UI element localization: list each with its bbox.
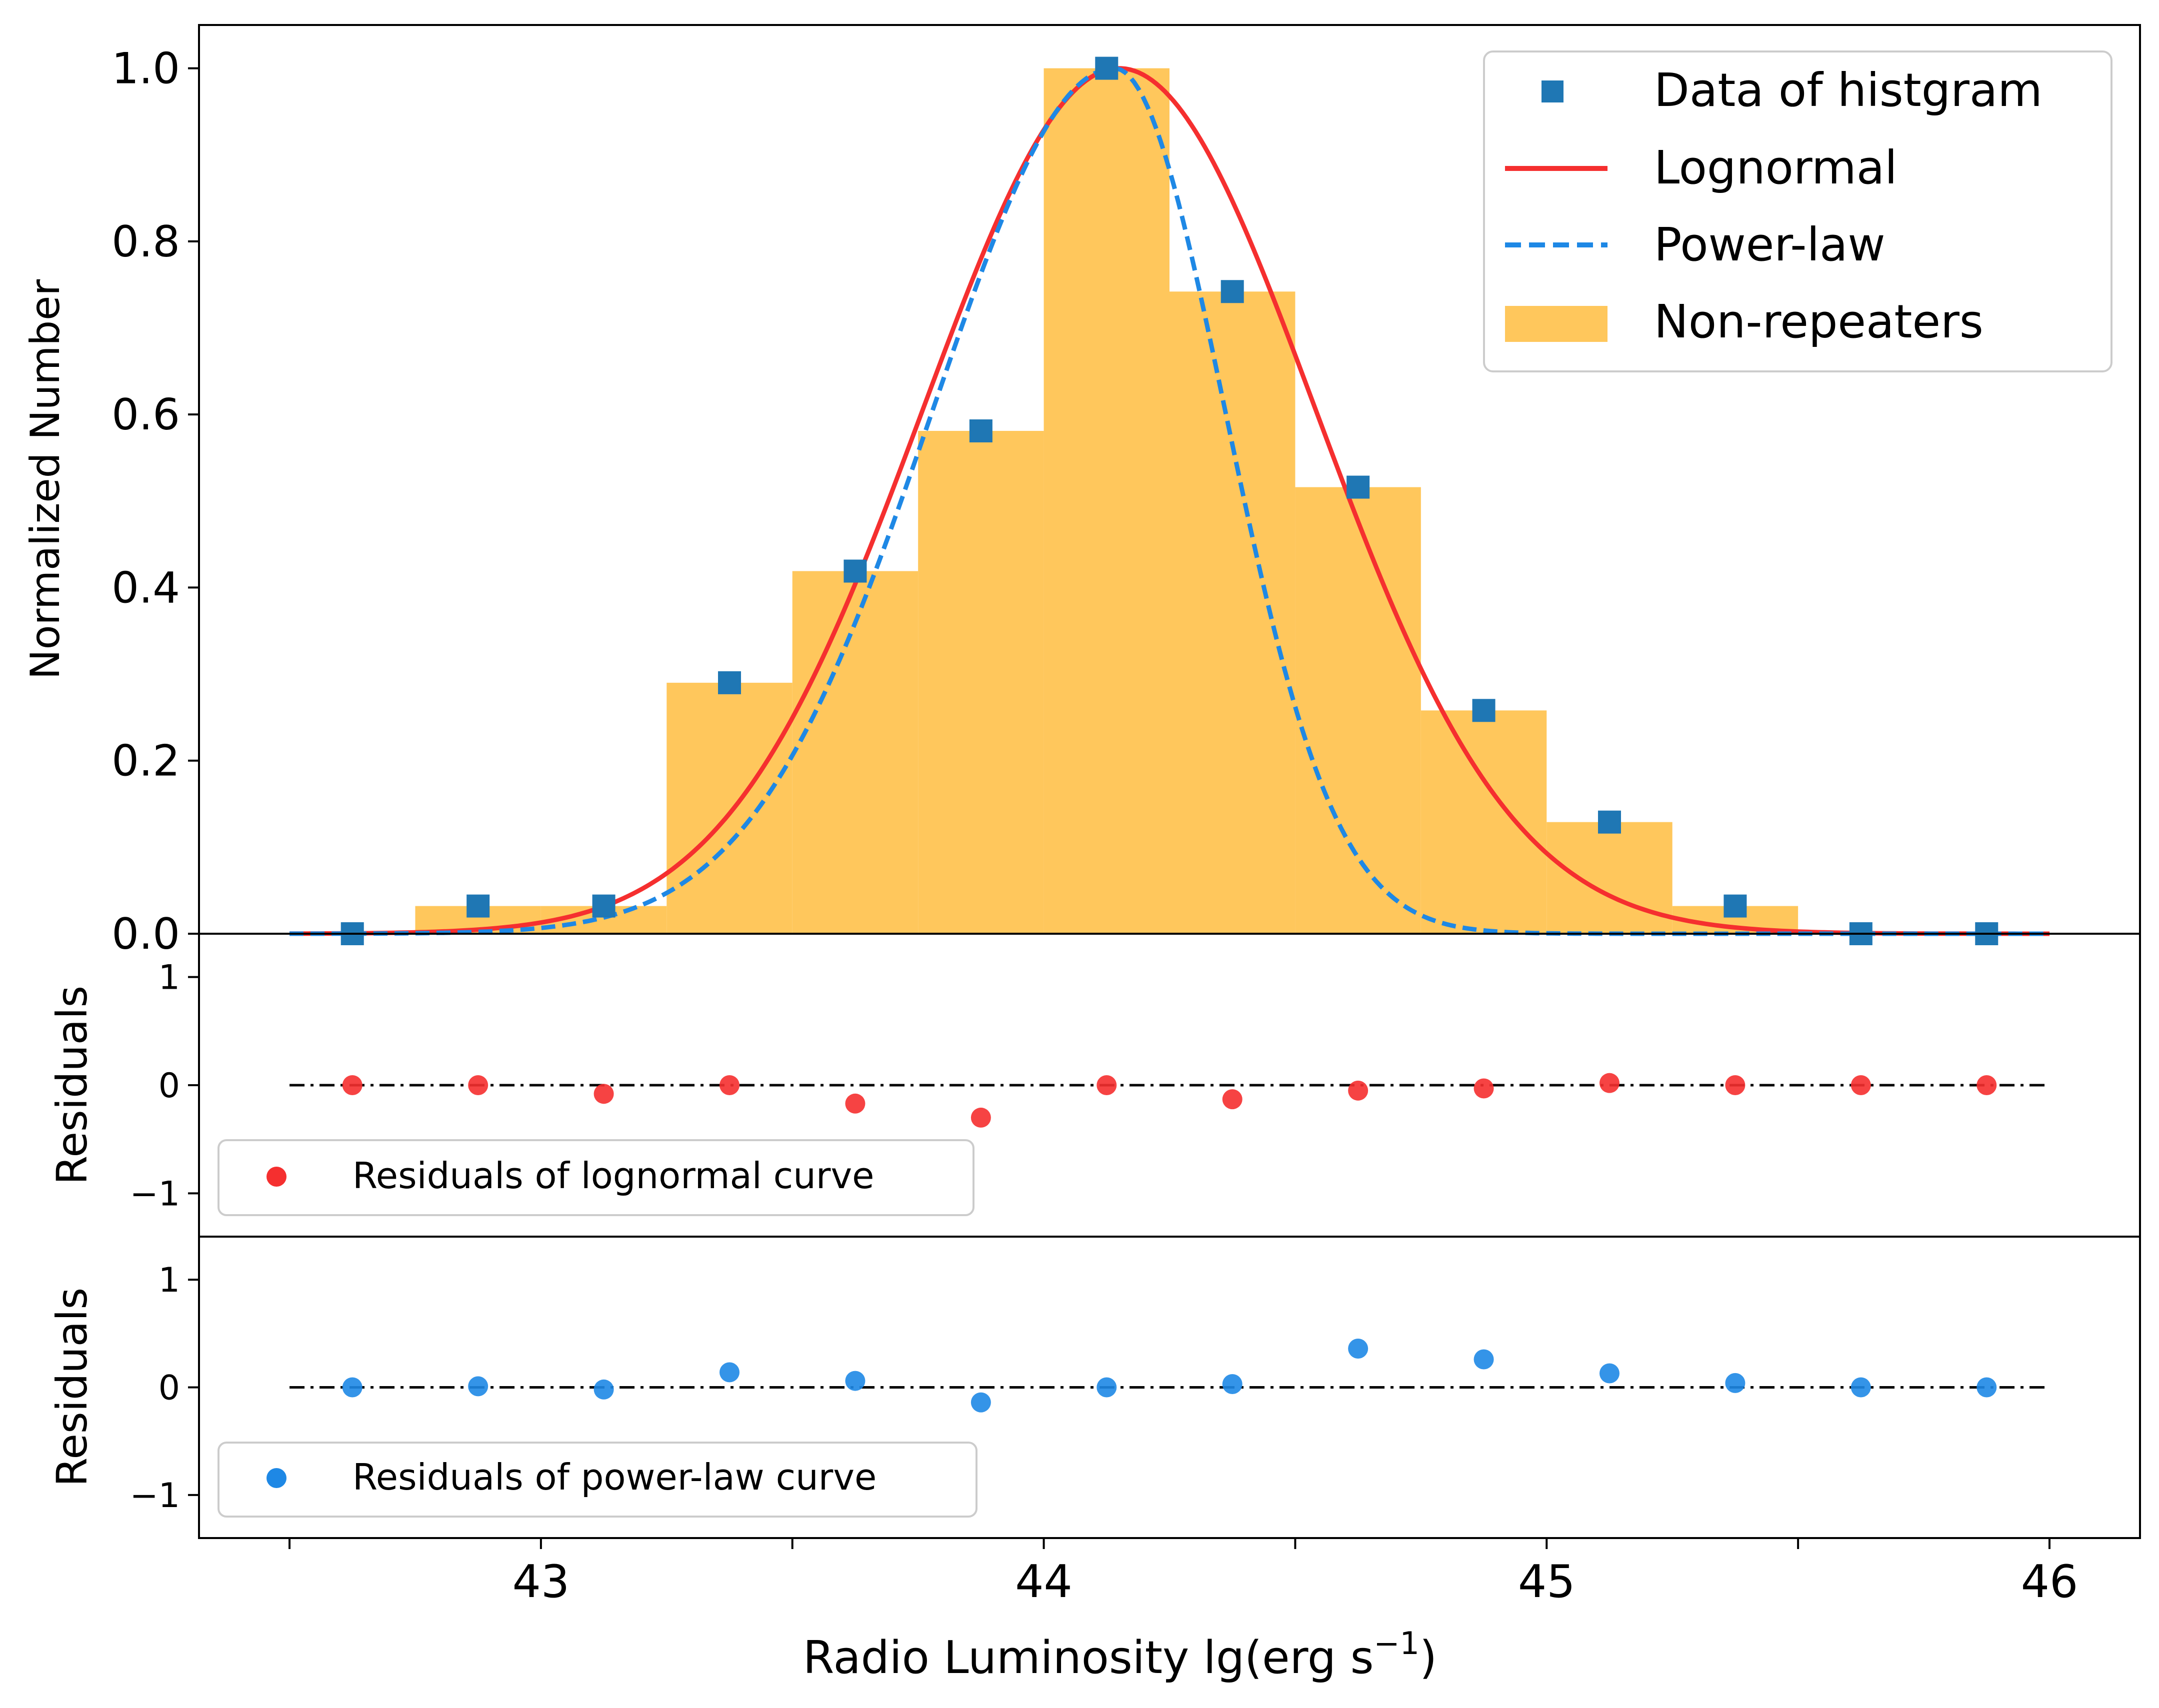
- legend-hist-label: Non-repeaters: [1654, 295, 1984, 348]
- x-tick-label: 46: [2021, 1556, 2078, 1608]
- data-point-marker: [1598, 810, 1621, 834]
- residuals-lognormal-points: [342, 1073, 1997, 1128]
- histogram-bar: [1546, 822, 1672, 934]
- residuals-powerlaw-panel: −1 0 1 Residuals Residuals of power-law cu…: [48, 1236, 2141, 1684]
- data-point-marker: [1220, 280, 1244, 303]
- main-y-tick-label: 0.2: [112, 736, 180, 786]
- histogram-bar: [792, 571, 918, 934]
- data-point-marker: [844, 559, 867, 583]
- histogram-bar: [666, 682, 792, 934]
- residual-point: [1599, 1363, 1620, 1384]
- legend-lognormal-label: Lognormal: [1654, 141, 1898, 194]
- legend-red-dot-icon: [266, 1167, 286, 1187]
- residual-point: [1348, 1080, 1368, 1101]
- residuals-powerlaw-legend-box: [218, 1442, 978, 1518]
- main-y-ticks: 0.0 0.2 0.4 0.6 0.8 1.0: [112, 44, 199, 959]
- residual-point: [1725, 1075, 1746, 1095]
- histogram-bar: [918, 431, 1044, 934]
- data-point-marker: [1346, 475, 1370, 499]
- residuals-powerlaw-points: [342, 1338, 1997, 1413]
- residual-point: [1976, 1075, 1997, 1095]
- residual-point: [1348, 1338, 1368, 1359]
- residuals-powerlaw-legend: Residuals of power-law curve: [218, 1442, 978, 1518]
- main-panel: 0.0 0.2 0.4 0.6 0.8 1.0 Normalized Number Dat…: [22, 24, 2141, 959]
- residual-point: [1850, 1377, 1871, 1398]
- legend-data-label: Data of histgram: [1654, 63, 2042, 117]
- legend-histogram-patch-icon: [1505, 306, 1608, 342]
- data-point-marker: [718, 671, 742, 694]
- residuals-powerlaw-y-axis-label: Residuals: [48, 1288, 96, 1487]
- legend-square-marker-icon: [1542, 80, 1564, 102]
- main-y-axis-label: Normalized Number: [22, 279, 68, 680]
- residuals-lognormal-legend-label: Residuals of lognormal curve: [352, 1155, 874, 1197]
- residuals-powerlaw-y-ticks: −1 0 1: [130, 1261, 199, 1516]
- residual-point: [1096, 1377, 1117, 1398]
- residuals-lognormal-y-ticks: −1 0 1: [130, 958, 199, 1214]
- residual-point: [1096, 1075, 1117, 1095]
- main-legend-box: [1483, 50, 2112, 372]
- residual-point: [1222, 1374, 1242, 1395]
- histogram-bar: [1044, 68, 1170, 934]
- main-y-tick-label: 0.0: [112, 909, 180, 959]
- data-point-marker: [466, 894, 490, 918]
- histogram-bar: [1170, 291, 1296, 934]
- residual-y-tick-label: −1: [130, 1174, 180, 1214]
- data-point-marker: [1724, 894, 1747, 918]
- residual-y-tick-label: 1: [158, 1261, 180, 1300]
- legend-blue-dot-icon: [266, 1468, 286, 1488]
- residual-point: [594, 1084, 614, 1104]
- residual-point: [1474, 1078, 1494, 1099]
- data-point-marker: [969, 419, 992, 443]
- residual-y-tick-label: 1: [158, 958, 180, 998]
- x-tick-label: 43: [512, 1556, 570, 1608]
- data-point-marker: [1095, 56, 1118, 80]
- main-y-tick-label: 0.4: [112, 563, 180, 613]
- x-tick-label: 45: [1518, 1556, 1576, 1608]
- data-point-marker: [1472, 699, 1496, 722]
- residual-point: [1599, 1073, 1620, 1093]
- data-point-marker: [592, 894, 616, 918]
- residual-point: [468, 1075, 488, 1095]
- residuals-lognormal-legend-box: [218, 1139, 974, 1216]
- histogram-bar: [1420, 710, 1547, 934]
- x-axis-ticks: 43 44 45 46: [288, 1538, 2078, 1608]
- histogram-bar: [1295, 487, 1421, 934]
- x-axis-label: Radio Luminosity lg(erg s−1): [803, 1625, 1437, 1684]
- residual-point: [720, 1362, 740, 1383]
- residual-point: [845, 1371, 866, 1391]
- residual-point: [1976, 1377, 1997, 1398]
- residual-point: [468, 1376, 488, 1397]
- residual-y-tick-label: 0: [158, 1369, 180, 1408]
- residuals-powerlaw-legend-label: Residuals of power-law curve: [352, 1456, 876, 1498]
- residual-point: [342, 1377, 362, 1398]
- residual-point: [845, 1093, 866, 1114]
- main-legend: Data of histgram Lognormal Power-law Non…: [1483, 50, 2112, 372]
- residuals-lognormal-legend: Residuals of lognormal curve: [218, 1139, 974, 1216]
- main-y-tick-label: 1.0: [112, 44, 180, 94]
- residual-point: [342, 1075, 362, 1095]
- main-y-tick-label: 0.8: [112, 217, 180, 267]
- main-y-tick-label: 0.6: [112, 390, 180, 440]
- residual-point: [1222, 1089, 1242, 1110]
- residual-point: [970, 1107, 991, 1128]
- residual-point: [1850, 1075, 1871, 1095]
- x-tick-label: 44: [1015, 1556, 1072, 1608]
- residual-y-tick-label: 0: [158, 1066, 180, 1106]
- residual-y-tick-label: −1: [130, 1476, 180, 1516]
- residual-point: [720, 1075, 740, 1095]
- residual-point: [970, 1392, 991, 1413]
- residuals-lognormal-panel: −1 0 1 Residuals Residuals of lognormal cu…: [48, 933, 2141, 1238]
- residuals-lognormal-y-axis-label: Residuals: [48, 986, 96, 1185]
- residual-point: [594, 1379, 614, 1400]
- residual-point: [1474, 1349, 1494, 1370]
- histogram-bars: [415, 68, 1798, 934]
- legend-powerlaw-label: Power-law: [1654, 218, 1886, 271]
- residual-point: [1725, 1373, 1746, 1393]
- lognormal-curve: [290, 66, 2050, 936]
